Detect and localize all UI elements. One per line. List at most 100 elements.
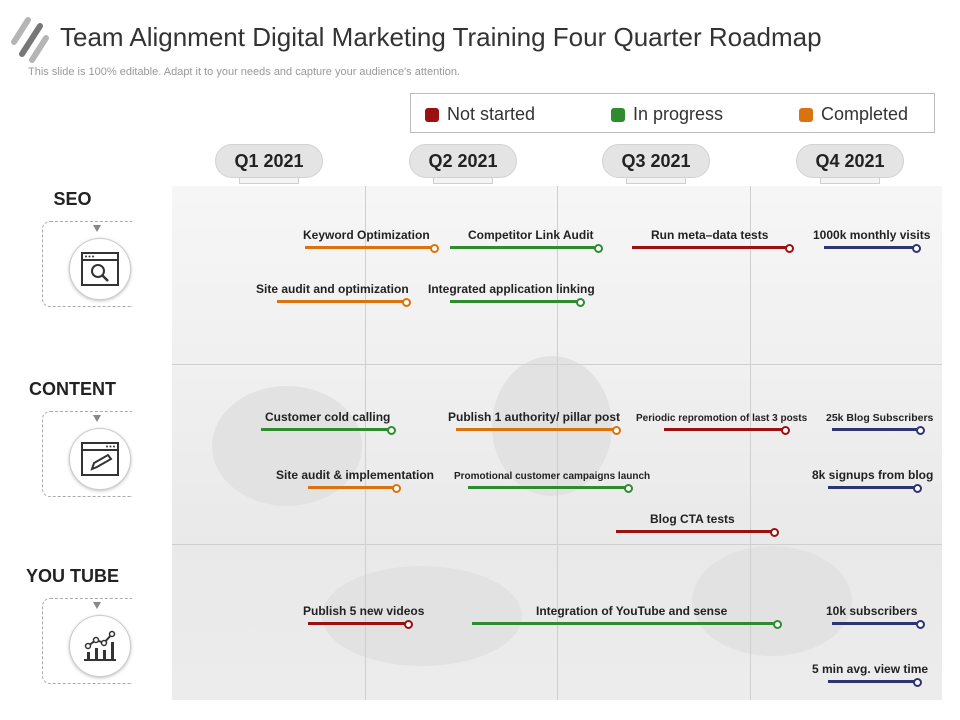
task-end-marker	[913, 678, 922, 687]
task-label: Keyword Optimization	[303, 228, 430, 242]
task-end-marker	[594, 244, 603, 253]
task-item: Run meta–data tests	[632, 228, 794, 253]
task-end-marker	[916, 620, 925, 629]
task-item: Publish 5 new videos	[303, 604, 424, 629]
task-item: 25k Blog Subscribers	[826, 410, 933, 435]
legend-label: Not started	[447, 104, 536, 124]
row-icon-frame	[42, 598, 132, 684]
task-end-marker	[770, 528, 779, 537]
task-bar	[308, 622, 406, 625]
down-arrow-icon	[93, 602, 101, 609]
task-bar	[450, 246, 596, 249]
task-label: 5 min avg. view time	[812, 662, 929, 676]
task-label: Site audit & implementation	[276, 468, 435, 482]
quarter-tab	[239, 178, 299, 184]
task-end-marker	[773, 620, 782, 629]
task-item: Site audit & implementation	[276, 468, 434, 493]
task-item: 5 min avg. view time	[812, 662, 928, 687]
task-label: 1000k monthly visits	[813, 228, 931, 242]
task-bar	[832, 622, 918, 625]
page-title: Team Alignment Digital Marketing Trainin…	[60, 22, 822, 52]
task-label: Run meta–data tests	[651, 228, 769, 242]
task-item: 8k signups from blog	[812, 468, 933, 493]
roadmap-grid	[172, 186, 942, 700]
task-bar	[277, 300, 404, 303]
quarter-tab	[820, 178, 880, 184]
logo-stripes-icon	[11, 17, 49, 63]
task-label: Integration of YouTube and sense	[536, 604, 728, 618]
task-end-marker	[387, 426, 396, 435]
task-end-marker	[430, 244, 439, 253]
legend-item-not-started: Not started	[425, 104, 535, 125]
quarter-tab	[433, 178, 493, 184]
quarter-header-q2: Q2 2021	[409, 144, 517, 178]
task-bar	[305, 246, 432, 249]
task-bar	[468, 486, 626, 489]
quarter-header-q1: Q1 2021	[215, 144, 323, 178]
task-item: Promotional customer campaigns launch	[454, 468, 650, 493]
task-end-marker	[785, 244, 794, 253]
legend-swatch-orange	[799, 107, 813, 122]
task-label: Blog CTA tests	[650, 512, 735, 526]
task-end-marker	[404, 620, 413, 629]
down-arrow-icon	[93, 225, 101, 232]
task-item: 1000k monthly visits	[813, 228, 930, 253]
task-bar	[824, 246, 914, 249]
task-label: Site audit and optimization	[256, 282, 409, 296]
task-end-marker	[781, 426, 790, 435]
task-item: 10k subscribers	[826, 604, 925, 629]
task-label: Periodic repromotion of last 3 posts	[636, 413, 808, 424]
task-bar	[308, 486, 394, 489]
grid-line	[557, 186, 558, 700]
row-icon-frame	[42, 411, 132, 497]
grid-line	[172, 544, 942, 545]
task-bar	[616, 530, 772, 533]
task-bar	[832, 428, 918, 431]
task-label: Publish 5 new videos	[303, 604, 425, 618]
task-label: Promotional customer campaigns launch	[454, 471, 651, 482]
legend-swatch-red	[425, 107, 439, 122]
status-legend: Not started In progress Completed	[410, 93, 935, 133]
row-icon-frame	[42, 221, 132, 307]
task-end-marker	[402, 298, 411, 307]
row-label-content: CONTENT	[29, 379, 116, 399]
task-item: Keyword Optimization	[303, 228, 439, 253]
row-label-seo: SEO	[53, 189, 92, 209]
task-bar	[450, 300, 578, 303]
task-bar	[828, 486, 915, 489]
legend-label: In progress	[633, 104, 724, 124]
task-item: Competitor Link Audit	[450, 228, 603, 253]
task-bar	[828, 680, 915, 683]
task-bar	[261, 428, 389, 431]
quarter-header-q4: Q4 2021	[796, 144, 904, 178]
task-bar	[472, 622, 775, 625]
legend-item-in-progress: In progress	[611, 104, 723, 125]
legend-item-completed: Completed	[799, 104, 908, 125]
task-item: Blog CTA tests	[616, 512, 779, 537]
task-end-marker	[392, 484, 401, 493]
task-label: Competitor Link Audit	[468, 228, 594, 242]
task-bar	[632, 246, 787, 249]
legend-label: Completed	[821, 104, 909, 124]
growth-chart-icon	[69, 615, 131, 677]
task-item: Customer cold calling	[261, 410, 396, 435]
task-end-marker	[913, 484, 922, 493]
background-photo-shape	[692, 546, 852, 656]
row-label-youtube: YOU TUBE	[25, 566, 119, 586]
grid-line	[365, 186, 366, 700]
task-end-marker	[912, 244, 921, 253]
search-window-icon	[69, 238, 131, 300]
task-label: Publish 1 authority/ pillar post	[448, 410, 621, 424]
task-label: 8k signups from blog	[812, 468, 934, 482]
task-label: Integrated application linking	[428, 282, 595, 296]
quarter-tab	[626, 178, 686, 184]
task-end-marker	[916, 426, 925, 435]
task-end-marker	[612, 426, 621, 435]
task-item: Site audit and optimization	[256, 282, 411, 307]
quarter-header-q3: Q3 2021	[602, 144, 710, 178]
task-end-marker	[624, 484, 633, 493]
task-label: 25k Blog Subscribers	[826, 412, 934, 424]
task-end-marker	[576, 298, 585, 307]
task-item: Periodic repromotion of last 3 posts	[636, 410, 807, 435]
down-arrow-icon	[93, 415, 101, 422]
